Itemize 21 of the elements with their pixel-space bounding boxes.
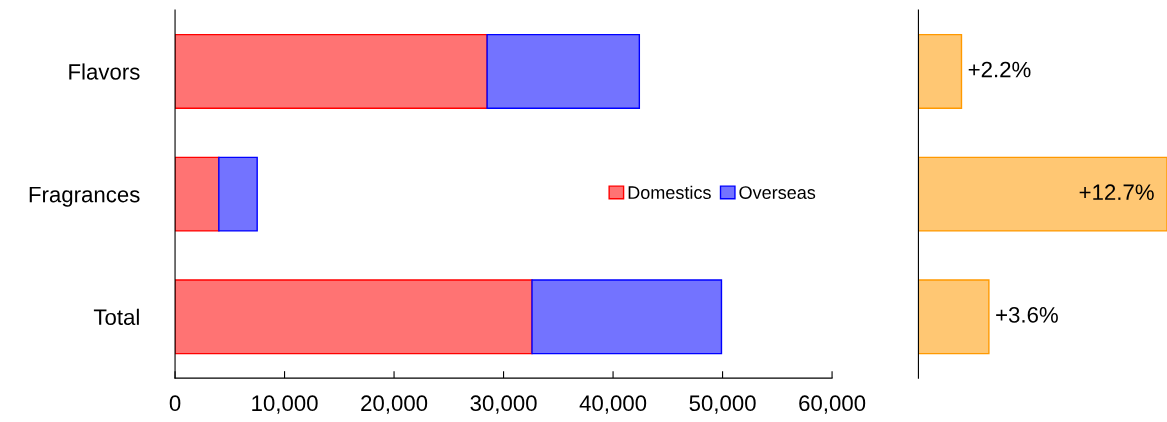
legend-label: Overseas [739, 186, 816, 199]
bar [531, 279, 723, 355]
data-label: +2.2% [968, 61, 1031, 78]
bar [175, 33, 488, 109]
x-tick-label: 60,000 [799, 395, 866, 414]
data-label: +3.6% [996, 307, 1058, 323]
bar [175, 279, 533, 355]
x-tick-label: 0 [169, 395, 181, 412]
y-tick-label: Fragrances [29, 186, 140, 207]
y-tick-label: Flavors [69, 63, 140, 80]
x-tick-label: 30,000 [470, 395, 537, 414]
y-tick-label: Total [93, 308, 139, 326]
legend-label: Domestics [628, 185, 711, 199]
x-tick-label: 40,000 [579, 395, 647, 414]
bar [175, 156, 220, 232]
x-tick-label: 50,000 [689, 395, 756, 414]
bar [218, 156, 258, 232]
x-tick-label: 20,000 [361, 395, 428, 414]
data-label: +12.7% [1079, 184, 1154, 200]
x-tick-label: 10,000 [252, 395, 318, 414]
bar [486, 33, 641, 109]
